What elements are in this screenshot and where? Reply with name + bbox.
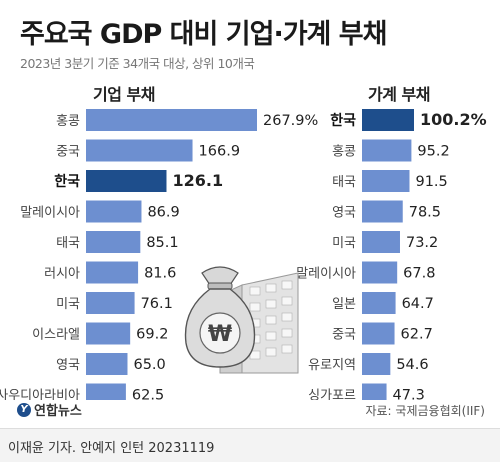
money-bag-icon xyxy=(184,266,256,368)
corp-bar xyxy=(86,353,128,375)
footer-bar: 이재윤 기자. 안예지 인턴 20231119 xyxy=(0,428,500,462)
house-value-label: 54.6 xyxy=(396,357,428,373)
house-category-label: 유로지역 xyxy=(308,358,356,373)
corp-bar xyxy=(86,139,193,162)
house-value-label: 73.2 xyxy=(406,235,438,251)
debt-bar-charts: 홍콩 267.9% 중국 166.9 한국 126.1 말레이시아 86.9 태국 85.1 러시아… xyxy=(0,109,487,401)
corp-bar xyxy=(86,261,139,284)
house-category-label: 중국 xyxy=(332,328,356,343)
house-category-label: 말레이시아 xyxy=(296,267,356,282)
corp-value-label: 65.0 xyxy=(133,357,165,373)
corp-bar xyxy=(86,322,131,345)
corp-category-label: 홍콩 xyxy=(56,114,80,129)
house-value-label: 47.3 xyxy=(393,388,425,401)
house-value-label: 91.5 xyxy=(415,174,447,190)
corp-value-label: 126.1 xyxy=(172,171,223,190)
corp-category-label: 말레이시아 xyxy=(20,206,80,221)
corp-category-label: 중국 xyxy=(56,145,80,160)
corp-bar xyxy=(86,383,126,400)
corp-value-label: 86.9 xyxy=(147,205,179,221)
house-bar xyxy=(362,261,398,284)
house-bar xyxy=(362,200,403,223)
corp-bar xyxy=(86,231,141,253)
corp-bar xyxy=(86,170,167,192)
corp-category-label: 미국 xyxy=(56,297,80,312)
house-bar xyxy=(362,383,387,400)
corp-bar xyxy=(86,200,142,223)
yonhap-logo-icon: Y xyxy=(17,402,31,417)
house-category-label: 태국 xyxy=(332,175,356,190)
house-value-label: 64.7 xyxy=(402,296,434,312)
house-value-label: 67.8 xyxy=(403,266,435,282)
corp-category-label: 한국 xyxy=(54,174,80,190)
page-title: 주요국 GDP 대비 기업·가계 부채 xyxy=(20,19,387,50)
house-category-label: 한국 xyxy=(330,113,356,129)
corp-value-label: 76.1 xyxy=(141,296,173,312)
corp-bar xyxy=(86,292,135,314)
yonhap-logo-text: 연합뉴스 xyxy=(34,404,82,419)
house-category-label: 홍콩 xyxy=(332,145,356,160)
house-value-label: 95.2 xyxy=(417,144,449,160)
household-debt-title: 가계 부채 xyxy=(368,85,430,104)
house-value-label: 62.7 xyxy=(401,327,433,343)
corp-value-label: 69.2 xyxy=(136,327,168,343)
corp-category-label: 태국 xyxy=(56,236,80,251)
house-bar xyxy=(362,292,396,314)
house-value-label: 78.5 xyxy=(409,205,441,221)
house-category-label: 일본 xyxy=(332,297,356,312)
source-note: 자료: 국제금융협회(IIF) xyxy=(365,404,485,418)
house-category-label: 싱가포르 xyxy=(308,389,356,401)
corporate-debt-title: 기업 부채 xyxy=(93,85,155,104)
credit-line: 이재윤 기자. 안예지 인턴 20231119 xyxy=(8,441,215,456)
corp-category-label: 사우디아라비아 xyxy=(0,389,80,401)
house-bar xyxy=(362,322,395,345)
corp-value-label: 85.1 xyxy=(146,235,178,251)
corp-value-label: 62.5 xyxy=(132,388,164,401)
corp-value-label: 81.6 xyxy=(144,266,176,282)
corp-bar xyxy=(86,109,257,131)
corp-category-label: 이스라엘 xyxy=(32,328,80,343)
money-bag-building-illustration: ₩ xyxy=(184,266,299,374)
house-bar xyxy=(362,109,414,131)
won-symbol: ₩ xyxy=(208,322,232,347)
house-category-label: 영국 xyxy=(332,206,356,221)
yonhap-logo: Y 연합뉴스 xyxy=(17,400,82,419)
corp-value-label: 166.9 xyxy=(199,144,241,160)
house-bar xyxy=(362,231,400,253)
house-value-label: 100.2% xyxy=(420,110,487,129)
house-bar xyxy=(362,139,412,162)
house-bar xyxy=(362,353,391,375)
house-category-label: 미국 xyxy=(332,236,356,251)
corp-category-label: 러시아 xyxy=(44,267,80,282)
house-bar xyxy=(362,170,410,192)
corp-category-label: 영국 xyxy=(56,358,80,373)
page-subtitle: 2023년 3분기 기준 34개국 대상, 상위 10개국 xyxy=(20,56,255,71)
corp-value-label: 267.9% xyxy=(263,113,318,129)
